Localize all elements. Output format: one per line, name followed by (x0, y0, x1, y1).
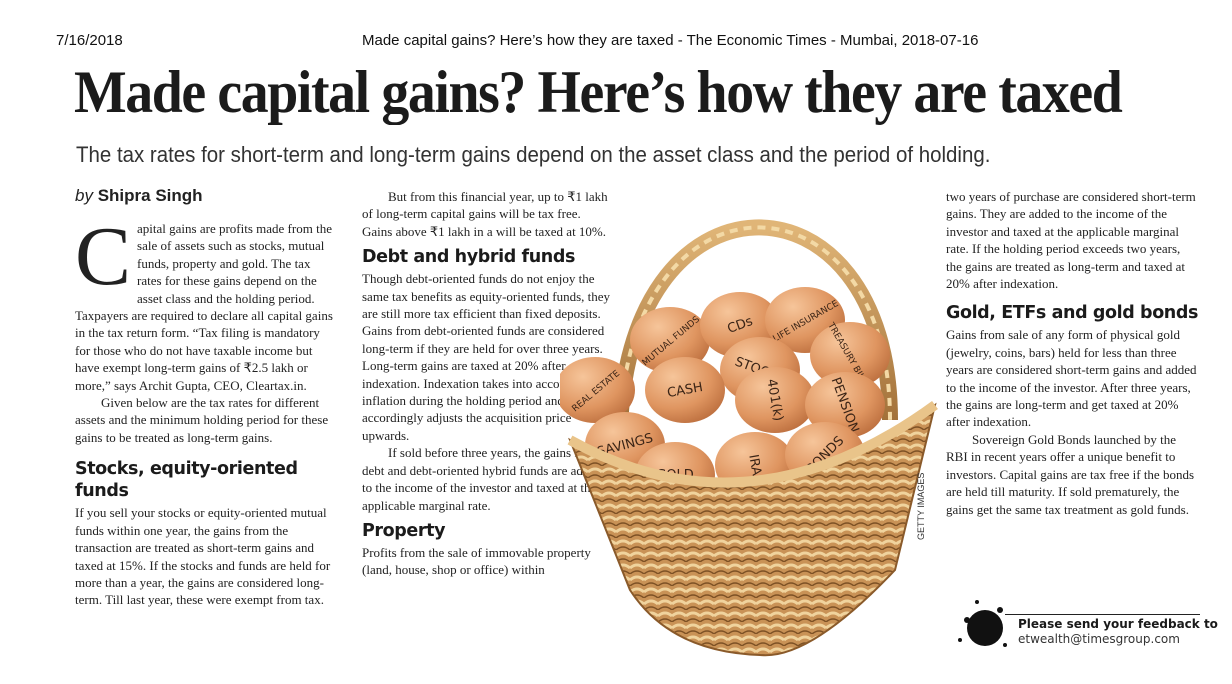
egg (805, 372, 885, 438)
ink-splat-icon (958, 600, 1007, 647)
egg (560, 357, 635, 423)
paragraph: Profits from the sale of immovable prope… (362, 544, 591, 578)
paragraph: Sovereign Gold Bonds launched by the RBI… (946, 431, 1195, 517)
section-heading: Gold, ETFs and gold bonds (946, 303, 1199, 324)
egg-label: 401(k) (763, 378, 785, 422)
source-line: Made capital gains? Here’s how they are … (362, 32, 979, 49)
feedback-label: Please send your feedback to (1018, 617, 1218, 631)
feedback-email[interactable]: etwealth@timesgroup.com (1018, 632, 1180, 646)
paragraph: two years of purchase are considered sho… (946, 189, 1196, 292)
column-2: But from this financial year, up to ₹1 l… (362, 188, 614, 579)
photo-credit: GETTY IMAGES (916, 472, 926, 540)
paragraph: Though debt-oriented funds do not enjoy … (362, 271, 611, 443)
egg (735, 367, 815, 433)
paragraph: But from this financial year, up to ₹1 l… (362, 189, 608, 239)
subtitle: The tax rates for short-term and long-te… (76, 142, 991, 167)
feedback-divider (1005, 614, 1200, 615)
egg-label: CASH (666, 380, 704, 401)
paragraph: If sold before three years, the gains fr… (362, 445, 602, 513)
paragraph: Given below are the tax rates for differ… (75, 395, 329, 445)
basket-rim (567, 400, 938, 488)
byline: by Shipra Singh (75, 186, 203, 205)
author: Shipra Singh (97, 186, 203, 205)
print-date: 7/16/2018 (56, 32, 123, 49)
section-heading: Stocks, equity-oriented funds (75, 459, 298, 502)
egg (630, 307, 710, 373)
section-heading: Property (362, 520, 446, 541)
paragraph: If you sell your stocks or equity-orient… (75, 505, 331, 608)
egg (645, 357, 725, 423)
paragraph: Gains from sale of any form of physical … (946, 327, 1197, 430)
egg (810, 322, 890, 388)
egg-label: IRA (745, 453, 763, 477)
headline: Made capital gains? Here’s how they are … (74, 59, 1123, 125)
dropcap: C (75, 210, 132, 303)
column-3: two years of purchase are considered sho… (946, 188, 1198, 518)
section-heading: Debt and hybrid funds (362, 247, 575, 268)
